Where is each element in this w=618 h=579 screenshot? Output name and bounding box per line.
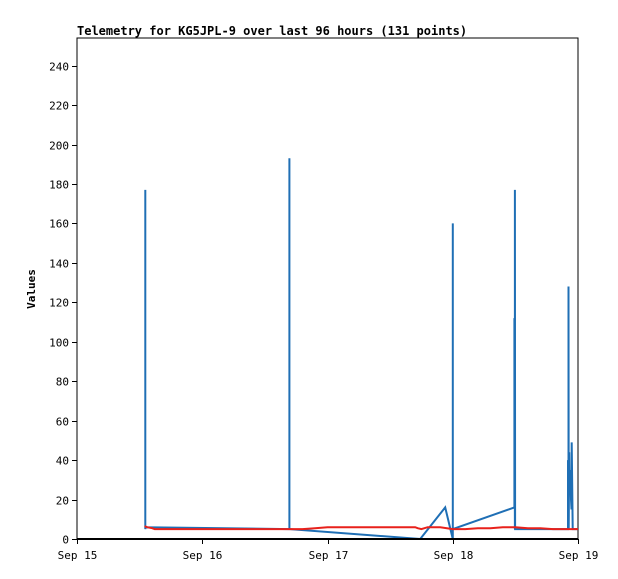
- y-tick-label: 220: [49, 100, 69, 113]
- y-tick-label: 140: [49, 258, 69, 271]
- y-tick-label: 0: [62, 534, 69, 547]
- plot-area: 0 20 40 60 80 100 120 140 160 180 200 220 240 Sep 15 S…: [49, 37, 599, 562]
- x-tick-label: Sep 17: [309, 549, 349, 562]
- x-tick-label: Sep 16: [183, 549, 223, 562]
- y-tick-label: 100: [49, 337, 69, 350]
- x-tick-label: Sep 18: [434, 549, 474, 562]
- series-line-red: [144, 525, 578, 531]
- x-tick-label: Sep 19: [559, 549, 599, 562]
- y-tick-label: 160: [49, 218, 69, 231]
- y-tick-label: 40: [56, 455, 69, 468]
- chart-title: Telemetry for KG5JPL-9 over last 96 hour…: [77, 24, 467, 38]
- series-line-blue: [144, 158, 578, 541]
- y-tick-label: 80: [56, 376, 69, 389]
- y-tick-label: 60: [56, 416, 69, 429]
- x-tick-label: Sep 15: [58, 549, 98, 562]
- y-tick-label: 200: [49, 140, 69, 153]
- y-tick-label: 240: [49, 61, 69, 74]
- y-tick-label: 180: [49, 179, 69, 192]
- y-tick-label: 20: [56, 495, 69, 508]
- y-axis-label: Values: [25, 269, 38, 309]
- y-tick-label: 120: [49, 297, 69, 310]
